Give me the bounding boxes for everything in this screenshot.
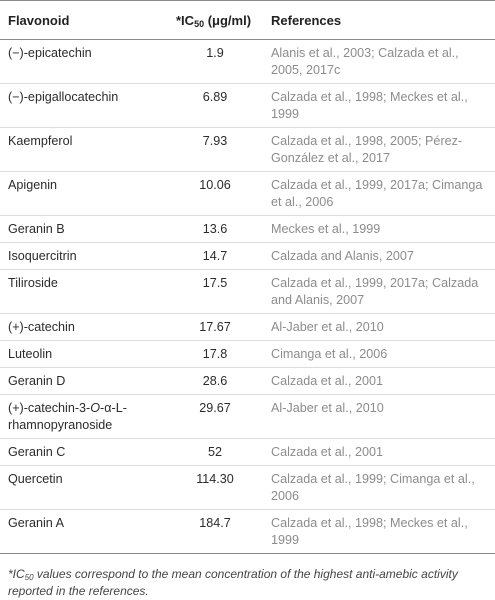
ic50-value: 17.8 bbox=[168, 340, 262, 368]
references-cell: Meckes et al., 1999 bbox=[262, 215, 495, 243]
table-row: Tiliroside 17.5 Calzada et al., 1999, 20… bbox=[0, 269, 495, 314]
table-row: Geranin D 28.6 Calzada et al., 2001 bbox=[0, 367, 495, 395]
flavonoid-name: Kaempferol bbox=[0, 127, 168, 172]
flavonoid-name: Apigenin bbox=[0, 171, 168, 216]
header-ic50: *IC50 (μg/ml) bbox=[168, 0, 262, 40]
ic50-value: 114.30 bbox=[168, 465, 262, 510]
ic50-value: 17.5 bbox=[168, 269, 262, 314]
flavonoid-name: Luteolin bbox=[0, 340, 168, 368]
references-cell: Calzada et al., 1998; Meckes et al., 199… bbox=[262, 83, 495, 128]
table-row: Isoquercitrin 14.7 Calzada and Alanis, 2… bbox=[0, 242, 495, 270]
references-cell: Calzada et al., 1999; Cimanga et al., 20… bbox=[262, 465, 495, 510]
header-flavonoid: Flavonoid bbox=[0, 0, 168, 40]
flavonoid-name: Isoquercitrin bbox=[0, 242, 168, 270]
flavonoid-name: Geranin B bbox=[0, 215, 168, 243]
references-cell: Calzada et al., 2001 bbox=[262, 367, 495, 395]
references-cell: Calzada et al., 2001 bbox=[262, 438, 495, 466]
references-cell: Calzada and Alanis, 2007 bbox=[262, 242, 495, 270]
table-row: (−)-epicatechin 1.9 Alanis et al., 2003;… bbox=[0, 39, 495, 84]
table-row: Apigenin 10.06 Calzada et al., 1999, 201… bbox=[0, 171, 495, 216]
references-cell: Calzada et al., 1998, 2005; Pérez-Gonzál… bbox=[262, 127, 495, 172]
references-cell: Al-Jaber et al., 2010 bbox=[262, 394, 495, 439]
ic50-value: 7.93 bbox=[168, 127, 262, 172]
flavonoid-name: (+)-catechin bbox=[0, 313, 168, 341]
ic50-value: 29.67 bbox=[168, 394, 262, 439]
references-cell: Calzada et al., 1999, 2017a; Calzada and… bbox=[262, 269, 495, 314]
table-row: Quercetin 114.30 Calzada et al., 1999; C… bbox=[0, 465, 495, 510]
ic50-value: 14.7 bbox=[168, 242, 262, 270]
ic50-value: 52 bbox=[168, 438, 262, 466]
header-ic50-prefix: *IC bbox=[176, 12, 195, 28]
header-references: References bbox=[262, 0, 495, 40]
table-row: Geranin B 13.6 Meckes et al., 1999 bbox=[0, 215, 495, 243]
footnote-subscript: 50 bbox=[24, 573, 34, 582]
references-cell: Cimanga et al., 2006 bbox=[262, 340, 495, 368]
flavonoid-name: (+)-catechin-3-O-α-L-rhamnopyranoside bbox=[0, 394, 168, 439]
flavonoid-name: Geranin A bbox=[0, 509, 168, 554]
ic50-value: 1.9 bbox=[168, 39, 262, 84]
footnote-text: values correspond to the mean concentrat… bbox=[8, 567, 458, 598]
ic50-value: 10.06 bbox=[168, 171, 262, 216]
references-cell: Calzada et al., 1998; Meckes et al., 199… bbox=[262, 509, 495, 554]
table-row: (+)-catechin-3-O-α-L-rhamnopyranoside 29… bbox=[0, 394, 495, 439]
flavonoid-name-part: -α-L-rhamnopyranoside bbox=[8, 401, 127, 432]
references-cell: Calzada et al., 1999, 2017a; Cimanga et … bbox=[262, 171, 495, 216]
flavonoid-name: Geranin C bbox=[0, 438, 168, 466]
table-row: (+)-catechin 17.67 Al-Jaber et al., 2010 bbox=[0, 313, 495, 341]
flavonoid-name: (−)-epigallocatechin bbox=[0, 83, 168, 128]
flavonoid-name: Quercetin bbox=[0, 465, 168, 510]
header-ic50-subscript: 50 bbox=[194, 18, 205, 29]
flavonoid-name: (−)-epicatechin bbox=[0, 39, 168, 84]
ic50-value: 17.67 bbox=[168, 313, 262, 341]
references-cell: Al-Jaber et al., 2010 bbox=[262, 313, 495, 341]
table-row: Kaempferol 7.93 Calzada et al., 1998, 20… bbox=[0, 127, 495, 172]
table-row: Luteolin 17.8 Cimanga et al., 2006 bbox=[0, 340, 495, 368]
flavonoid-ic50-table: Flavonoid *IC50 (μg/ml) References (−)-e… bbox=[0, 0, 495, 554]
table-footnote: *IC50 values correspond to the mean conc… bbox=[0, 554, 495, 600]
table-header-row: Flavonoid *IC50 (μg/ml) References bbox=[0, 0, 495, 40]
flavonoid-name-part: (+)-catechin-3- bbox=[8, 401, 91, 415]
table-row: (−)-epigallocatechin 6.89 Calzada et al.… bbox=[0, 83, 495, 128]
flavonoid-name: Tiliroside bbox=[0, 269, 168, 314]
references-cell: Alanis et al., 2003; Calzada et al., 200… bbox=[262, 39, 495, 84]
ic50-value: 184.7 bbox=[168, 509, 262, 554]
flavonoid-name-italic: O bbox=[90, 401, 101, 415]
ic50-value: 13.6 bbox=[168, 215, 262, 243]
ic50-value: 28.6 bbox=[168, 367, 262, 395]
table-row: Geranin A 184.7 Calzada et al., 1998; Me… bbox=[0, 509, 495, 554]
ic50-value: 6.89 bbox=[168, 83, 262, 128]
table-row: Geranin C 52 Calzada et al., 2001 bbox=[0, 438, 495, 466]
flavonoid-name: Geranin D bbox=[0, 367, 168, 395]
footnote-prefix: *IC bbox=[8, 567, 25, 581]
header-ic50-unit: (μg/ml) bbox=[204, 12, 252, 28]
